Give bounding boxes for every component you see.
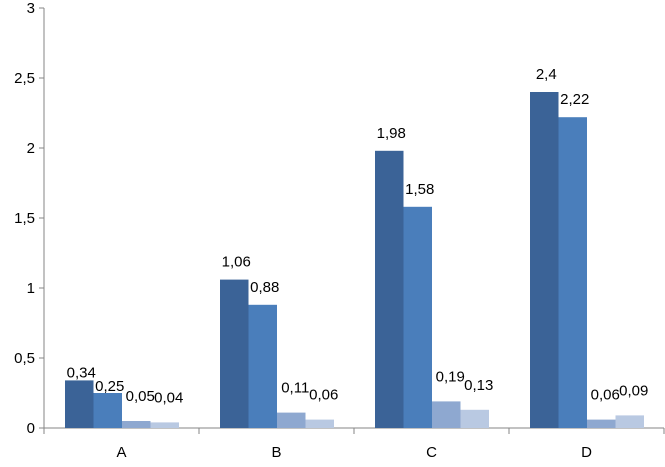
- y-tick-label: 0: [27, 420, 35, 437]
- bar: [65, 380, 94, 428]
- y-tick-label: 3: [27, 0, 35, 17]
- data-label: 0,11: [281, 380, 309, 397]
- y-tick-label: 2: [27, 140, 35, 157]
- bar: [587, 419, 616, 428]
- data-label: 1,58: [405, 181, 434, 198]
- data-label: 0,09: [619, 382, 648, 399]
- bar: [432, 401, 461, 428]
- data-label: 0,19: [436, 368, 465, 385]
- y-tick-label: 1: [27, 280, 35, 297]
- data-label: 0,34: [67, 364, 96, 381]
- bar: [122, 421, 151, 428]
- bar: [403, 206, 432, 428]
- bars: [65, 92, 644, 429]
- data-label: 0,13: [464, 377, 493, 394]
- bar: [277, 412, 306, 428]
- data-label: 0,25: [95, 378, 124, 395]
- data-label: 1,06: [222, 254, 251, 271]
- bar: [150, 422, 179, 428]
- bar: [93, 393, 122, 428]
- x-tick-label: C: [426, 444, 437, 461]
- bar: [305, 419, 334, 428]
- data-label: 1,98: [377, 125, 406, 142]
- data-label: 2,22: [560, 91, 589, 108]
- bar: [248, 304, 277, 428]
- y-tick-label: 1,5: [14, 210, 35, 227]
- bar: [530, 92, 559, 428]
- data-labels: 0,341,061,982,40,250,881,582,220,05 0,110…: [67, 66, 649, 406]
- data-label: 2,4: [536, 66, 557, 83]
- x-tick-label: B: [271, 444, 281, 461]
- bar: [558, 117, 587, 428]
- x-tick-label: A: [116, 444, 126, 461]
- x-tick-label: D: [581, 444, 592, 461]
- data-label: 0,04: [154, 389, 183, 406]
- data-label: 0,05: [126, 388, 155, 405]
- y-tick-label: 0,5: [14, 350, 35, 367]
- data-label: 0,06: [591, 387, 620, 404]
- data-label: 0,06: [309, 387, 338, 404]
- bar: [460, 409, 489, 428]
- bar: [375, 150, 404, 429]
- data-label: 0,88: [250, 279, 279, 296]
- y-tick-label: 2,5: [14, 70, 35, 87]
- bar: [220, 279, 249, 428]
- bar: [615, 415, 644, 428]
